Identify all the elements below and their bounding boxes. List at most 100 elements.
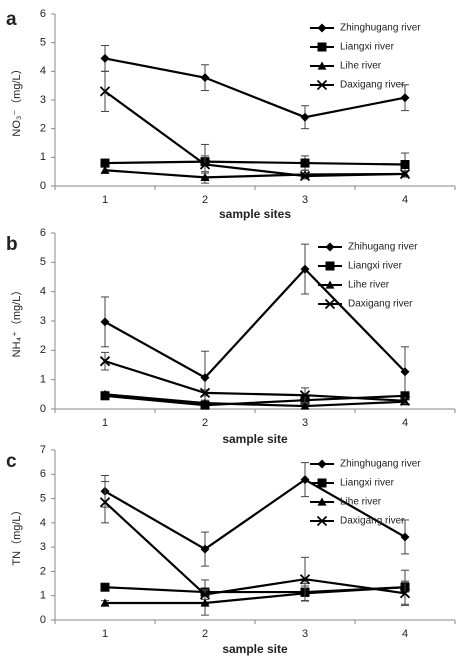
y-tick-label: 5 (40, 492, 46, 504)
marker (317, 61, 327, 70)
marker (200, 598, 210, 607)
legend-label: Zhihugang river (348, 242, 418, 253)
series-line (104, 57, 406, 119)
marker (317, 497, 327, 506)
marker (300, 475, 310, 485)
marker (324, 298, 336, 310)
legend-label: Daxigang river (340, 80, 405, 91)
marker (199, 387, 211, 399)
marker (200, 172, 210, 181)
y-tick-label: 3 (40, 315, 46, 327)
y-tick-label: 5 (40, 256, 46, 268)
y-tick-label: 4 (40, 286, 46, 298)
panel-label: c (6, 451, 17, 472)
marker (300, 112, 310, 122)
y-tick-label: 6 (40, 468, 46, 480)
marker (325, 261, 335, 271)
marker (100, 165, 110, 174)
y-tick-label: 2 (40, 123, 46, 135)
marker (316, 79, 328, 91)
marker (299, 170, 311, 182)
panel-label: b (6, 234, 18, 255)
marker (100, 53, 110, 63)
y-axis-label: TN（mg/L） (10, 504, 23, 565)
legend-label: Zhinghugang river (340, 459, 421, 470)
y-tick-label: 1 (40, 374, 46, 386)
marker (100, 317, 110, 327)
y-tick-label: 4 (40, 65, 46, 77)
marker (99, 356, 111, 367)
y-tick-label: 6 (40, 227, 46, 239)
y-tick-label: 0 (40, 614, 46, 626)
y-tick-label: 6 (40, 8, 46, 20)
marker (400, 367, 410, 377)
marker (300, 264, 310, 274)
x-tick-label: 3 (302, 417, 308, 429)
y-tick-label: 1 (40, 151, 46, 163)
x-tick-label: 4 (402, 194, 408, 206)
y-tick-label: 3 (40, 94, 46, 106)
y-tick-label: 0 (40, 180, 46, 192)
panel-label: a (6, 9, 17, 30)
legend-label: Lihe river (340, 497, 382, 508)
marker (199, 159, 211, 170)
marker (400, 93, 410, 103)
marker (100, 582, 110, 592)
legend-label: Daxigang river (348, 299, 413, 310)
x-axis-label: sample site (222, 432, 288, 446)
legend-label: Lihe river (348, 280, 390, 291)
x-tick-label: 2 (202, 628, 208, 640)
marker (399, 395, 411, 406)
marker (400, 532, 410, 542)
series-line (104, 267, 406, 379)
marker (300, 401, 310, 410)
marker (325, 242, 335, 252)
legend-label: Liangxi river (340, 478, 395, 489)
marker (300, 158, 310, 168)
series-line (104, 393, 406, 408)
marker (99, 86, 111, 97)
y-tick-label: 5 (40, 37, 46, 49)
marker (200, 398, 210, 407)
y-axis-label: NH₄⁺（mg/L） (10, 285, 23, 358)
marker (99, 497, 111, 508)
y-tick-label: 2 (40, 344, 46, 356)
marker (200, 544, 210, 554)
marker (100, 158, 110, 168)
x-tick-label: 2 (202, 194, 208, 206)
x-axis-label: sample site (222, 642, 288, 656)
y-tick-label: 7 (40, 444, 46, 456)
marker (200, 373, 210, 383)
marker (399, 168, 411, 180)
marker (299, 574, 311, 585)
marker (317, 23, 327, 33)
marker (400, 391, 410, 401)
legend-label: Liangxi river (348, 261, 403, 272)
series-line (105, 586, 406, 605)
y-axis-label: NO₃⁻（mg/L） (10, 63, 23, 136)
x-tick-label: 1 (102, 628, 108, 640)
x-tick-label: 4 (402, 628, 408, 640)
series-line (104, 160, 406, 166)
series-line (104, 501, 406, 596)
y-tick-label: 3 (40, 541, 46, 553)
marker (317, 459, 327, 469)
marker (100, 389, 110, 398)
y-tick-label: 4 (40, 517, 46, 529)
marker (199, 589, 211, 600)
legend-label: Zhinghugang river (340, 23, 421, 34)
series-line (104, 90, 406, 178)
legend-label: Liangxi river (340, 42, 395, 53)
x-tick-label: 2 (202, 417, 208, 429)
marker (317, 478, 327, 488)
x-tick-label: 1 (102, 417, 108, 429)
legend-label: Lihe river (340, 61, 382, 72)
marker (100, 598, 110, 607)
x-tick-label: 4 (402, 417, 408, 429)
x-tick-label: 3 (302, 628, 308, 640)
marker (299, 390, 311, 401)
series-line (104, 360, 406, 402)
marker (400, 160, 410, 169)
marker (200, 73, 210, 83)
